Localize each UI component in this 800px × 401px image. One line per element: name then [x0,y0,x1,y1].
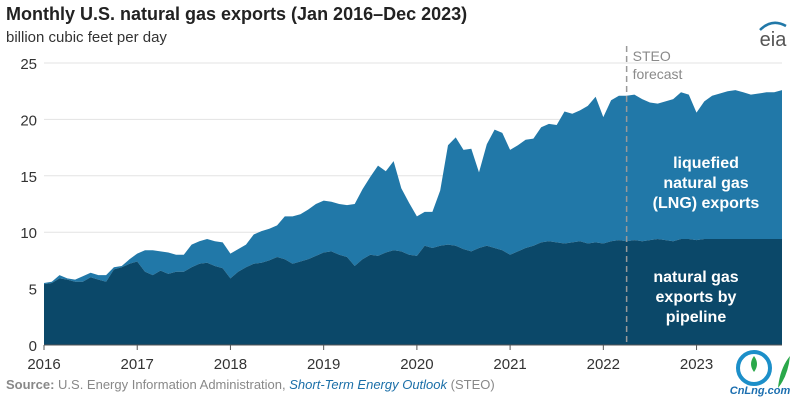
cnlng-watermark-icon: CnLng.com [730,350,790,397]
source-publication: Short-Term Energy Outlook [289,377,448,392]
watermark-drop [751,356,757,372]
x-tick-label: 2020 [400,356,433,373]
y-tick-label: 25 [20,56,37,73]
y-tick-label: 15 [20,169,37,186]
eia-logo-icon: eia [759,21,788,51]
series-label-lng: (LNG) exports [653,195,760,212]
series-area-lng [44,90,782,285]
y-tick-label: 20 [20,112,37,129]
x-tick-label: 2016 [27,356,60,373]
x-tick-label: 2022 [587,356,620,373]
series-label-lng: liquefied [673,155,739,172]
x-tick-label: 2023 [680,356,713,373]
eia-logo-arc [759,21,787,31]
x-tick-label: 2019 [307,356,340,373]
x-tick-label: 2018 [214,356,247,373]
series-label-pipeline: exports by [656,289,737,306]
series-label-pipeline: natural gas [653,269,738,286]
eia-logo-text: eia [760,29,788,51]
forecast-label: STEO [633,48,671,64]
watermark-leaf [778,356,790,388]
series-label-pipeline: pipeline [666,309,727,326]
watermark-text: CnLng.com [730,385,790,397]
plot-area [43,46,782,350]
y-tick-label: 10 [20,225,37,242]
chart-labels: STEO forecast 0 5 10 15 20 25 2016 2017 2018 2019 20… [20,48,759,373]
watermark-ring [736,350,772,386]
source-label: Source: [6,377,55,392]
series-label-lng: natural gas [663,175,748,192]
source-note: Source: U.S. Energy Information Administ… [6,377,495,392]
chart-title: Monthly U.S. natural gas exports (Jan 20… [6,4,468,24]
chart-subtitle: billion cubic feet per day [6,29,167,46]
y-tick-label: 0 [29,338,37,355]
forecast-label: forecast [633,66,683,82]
source-suffix: (STEO) [450,377,495,392]
source-text: U.S. Energy Information Administration, [58,377,286,392]
y-tick-label: 5 [29,282,37,299]
series-area-pipeline [44,239,782,345]
x-tick-label: 2021 [493,356,526,373]
x-tick-label: 2017 [121,356,154,373]
